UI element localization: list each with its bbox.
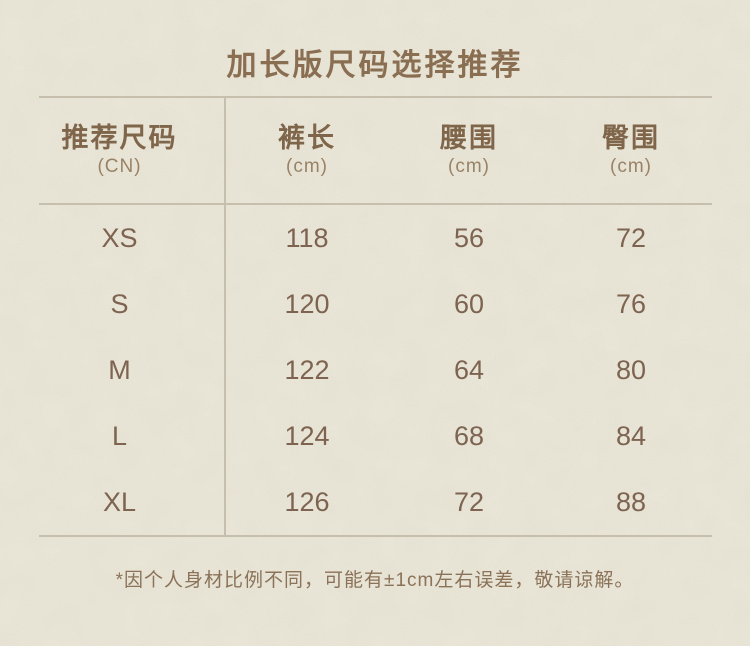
cell-hip-l: 84 (615, 420, 647, 451)
footnote-text: *因个人身材比例不同，可能有±1cm左右误差，敬请谅解。 (115, 570, 635, 591)
cell-waist-l: 68 (453, 420, 485, 451)
header-unit-size: (CN) (97, 155, 142, 177)
cell-size-l: L (39, 403, 226, 469)
cell-hip-xs: 72 (615, 222, 647, 253)
header-unit-waist: (cm) (448, 155, 490, 177)
header-label-pant-length: 裤长 (278, 122, 336, 153)
header-unit-pant-length: (cm) (286, 155, 328, 177)
cell-size-m: M (39, 337, 226, 403)
cell-waist-xs: 56 (453, 222, 485, 253)
cell-length-m: 122 (284, 354, 330, 385)
header-unit-hip: (cm) (610, 155, 652, 177)
header-cell-pant-length: 裤长 (cm) (226, 98, 388, 203)
cell-waist-xl: 72 (453, 486, 485, 517)
cell-length-xs: 118 (285, 222, 329, 253)
header-cell-size: 推荐尺码 (CN) (39, 98, 226, 203)
header-cell-waist: 腰围 (cm) (388, 98, 550, 203)
cell-length-s: 120 (284, 288, 330, 319)
table-body: XS 118 56 72 S 120 60 76 M 122 64 80 L 1… (39, 205, 712, 537)
cell-size-xl: XL (39, 469, 226, 535)
cell-waist-s: 60 (453, 288, 485, 319)
header-label-waist: 腰围 (440, 122, 498, 153)
cell-hip-m: 80 (615, 354, 647, 385)
page-title: 加长版尺码选择推荐 (226, 49, 524, 82)
cell-length-l: 124 (284, 420, 330, 451)
header-label-size: 推荐尺码 (61, 122, 178, 153)
header-label-hip: 臀围 (602, 122, 660, 153)
size-chart-table: 推荐尺码 (CN) 裤长 (cm) 腰围 (cm) 臀围 (cm) XS 118… (39, 96, 712, 537)
cell-length-xl: 126 (284, 486, 330, 517)
table-header-row: 推荐尺码 (CN) 裤长 (cm) 腰围 (cm) 臀围 (cm) (39, 96, 712, 205)
cell-hip-xl: 88 (615, 486, 647, 517)
cell-hip-s: 76 (615, 288, 647, 319)
cell-size-s: S (39, 271, 226, 337)
header-cell-hip: 臀围 (cm) (550, 98, 712, 203)
cell-size-xs: XS (39, 205, 226, 271)
cell-waist-m: 64 (453, 354, 485, 385)
